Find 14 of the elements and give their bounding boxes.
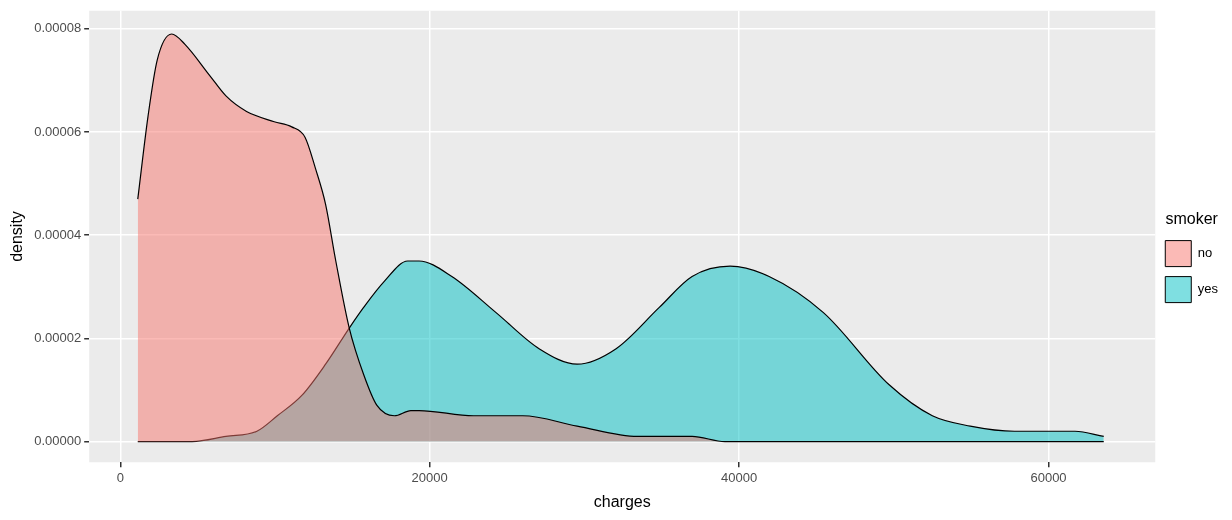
y-tick-label: 0.00002 [34,329,82,345]
legend-label: no [1197,245,1213,261]
x-tick-label: 40000 [721,469,758,485]
x-tick-label: 20000 [411,469,448,485]
y-tick-label: 0.00004 [34,226,82,242]
y-tick-label: 0.00000 [34,433,82,449]
legend-label: yes [1197,281,1219,297]
y-tick-label: 0.00008 [34,20,82,36]
x-tick-label: 0 [116,469,124,485]
x-axis-title: charges [593,492,651,510]
legend-title: smoker [1165,209,1219,227]
y-axis-title: density [8,211,26,262]
y-tick-label: 0.00006 [34,123,82,139]
x-tick-label: 60000 [1030,469,1067,485]
